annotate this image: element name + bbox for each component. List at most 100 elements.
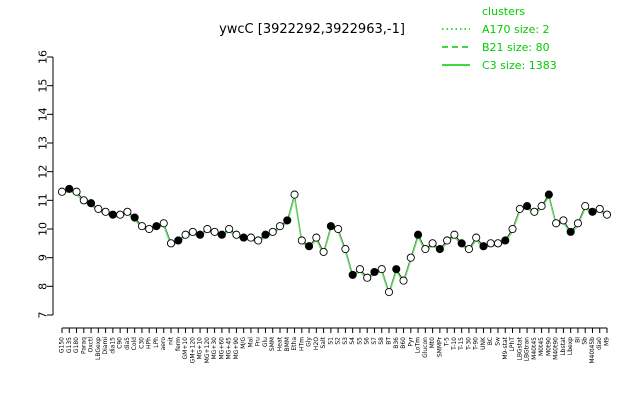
x-tick-label: LoTm xyxy=(415,337,422,354)
data-point xyxy=(123,207,132,216)
data-point xyxy=(57,187,67,196)
data-point xyxy=(341,245,350,254)
x-tick-label: Gly xyxy=(306,337,313,347)
x-tick-label: M0t90 xyxy=(545,337,552,356)
x-tick-label: S5 xyxy=(356,337,363,345)
x-tick-label: BMM xyxy=(284,337,291,351)
x-tick-label: Pyr xyxy=(407,336,414,346)
data-point xyxy=(319,247,328,256)
x-tick-label: dia5 xyxy=(124,337,131,350)
x-tick-label: Mal xyxy=(247,337,254,348)
x-tick-label: LBGtran xyxy=(524,337,531,361)
x-tick-label: M40t90 xyxy=(553,337,560,360)
x-tick-label: MG+30 xyxy=(211,337,218,360)
legend-label: B21 size: 80 xyxy=(482,41,550,54)
data-point xyxy=(602,210,612,219)
x-tick-label: S4 xyxy=(349,337,356,345)
data-point xyxy=(377,265,386,274)
data-point xyxy=(181,230,190,239)
x-tick-label: BI xyxy=(574,337,581,343)
x-tick-label: Salt xyxy=(320,336,327,348)
data-point xyxy=(297,236,306,245)
data-point xyxy=(406,253,415,262)
data-point xyxy=(188,227,197,236)
x-tick-label: GM+120 xyxy=(189,337,196,363)
x-tick-label: MG+120 xyxy=(204,337,211,363)
x-tick-label: GM+10 xyxy=(182,337,189,360)
x-tick-label: UNK xyxy=(480,336,487,350)
data-point xyxy=(166,239,176,248)
data-point xyxy=(87,199,96,208)
x-tick-label: MG+60 xyxy=(218,337,225,360)
data-point xyxy=(501,236,510,245)
data-point xyxy=(283,216,292,225)
x-tick-label: G135 xyxy=(66,337,73,353)
data-point xyxy=(508,224,517,234)
chart-title: ywcC [3922292,3922963,-1] xyxy=(219,22,405,37)
data-point xyxy=(65,184,74,193)
x-tick-label: T-5 xyxy=(444,337,451,347)
y-tick-label: 13 xyxy=(37,136,50,150)
x-tick-label: T-10 xyxy=(451,337,458,351)
x-tick-label: MG+45 xyxy=(226,337,233,360)
data-point xyxy=(530,207,539,216)
data-point xyxy=(450,230,459,239)
y-tick-label: 11 xyxy=(37,193,50,207)
legend-label: C3 size: 1383 xyxy=(482,59,557,72)
data-point xyxy=(363,273,372,282)
data-point xyxy=(493,239,503,248)
x-tick-label: S7 xyxy=(371,337,378,345)
data-point xyxy=(196,230,205,239)
data-point xyxy=(435,245,444,254)
data-point xyxy=(145,224,154,234)
data-point xyxy=(399,276,408,285)
x-tick-label: B60 xyxy=(400,337,407,349)
x-tick-label: Mt0 xyxy=(429,337,436,349)
data-point xyxy=(225,224,234,234)
x-tick-label: C90 xyxy=(117,337,124,349)
data-point xyxy=(384,288,394,297)
data-point xyxy=(254,236,263,245)
data-point xyxy=(421,245,430,254)
x-tick-label: Lbexp xyxy=(567,337,574,355)
data-point xyxy=(108,210,117,219)
data-point xyxy=(581,202,590,211)
x-tick-label: Etha xyxy=(291,337,298,351)
data-point xyxy=(537,202,546,211)
data-point xyxy=(312,233,321,242)
data-point xyxy=(588,207,597,216)
x-tick-label: S8 xyxy=(378,337,385,345)
x-tick-label: HTm xyxy=(298,337,305,351)
data-point xyxy=(159,219,168,228)
y-tick-label: 7 xyxy=(37,312,50,319)
data-point xyxy=(305,242,314,251)
x-tick-label: Sw xyxy=(495,337,502,346)
x-tick-label: H2O xyxy=(313,337,320,350)
x-tick-label: C30 xyxy=(138,337,145,349)
x-tick-label: T-30 xyxy=(465,337,472,351)
data-point xyxy=(479,242,488,251)
data-point xyxy=(210,227,219,236)
data-point xyxy=(457,239,466,248)
y-axis-ticks: 7 8 9 10 11 12 13 14 15 16 xyxy=(37,50,53,319)
y-tick-label: 16 xyxy=(37,50,50,64)
x-tick-label: Heat xyxy=(277,336,284,351)
x-axis-ticks: G150 G135 G180 Paraq Oxctl LBGexp Diami dia15 C9… xyxy=(59,328,611,364)
data-point xyxy=(552,219,561,228)
x-tick-label: MG+10 xyxy=(197,337,204,360)
legend: clusters A170 size: 2 B21 size: 80 C3 size… xyxy=(442,5,557,72)
data-point xyxy=(515,204,524,213)
data-point xyxy=(544,190,553,199)
x-tick-label: B36 xyxy=(393,337,400,349)
x-tick-label: LBGexp xyxy=(95,337,102,360)
x-tick-label: T-15 xyxy=(458,337,465,351)
x-tick-label: Glucon xyxy=(422,337,429,358)
data-point xyxy=(116,210,125,219)
data-point xyxy=(355,265,364,274)
x-tick-label: Sb xyxy=(582,337,589,345)
data-point xyxy=(130,213,139,222)
x-tick-label: LPhT xyxy=(509,337,516,352)
x-tick-label: LPh xyxy=(153,337,160,348)
data-point xyxy=(566,227,575,236)
